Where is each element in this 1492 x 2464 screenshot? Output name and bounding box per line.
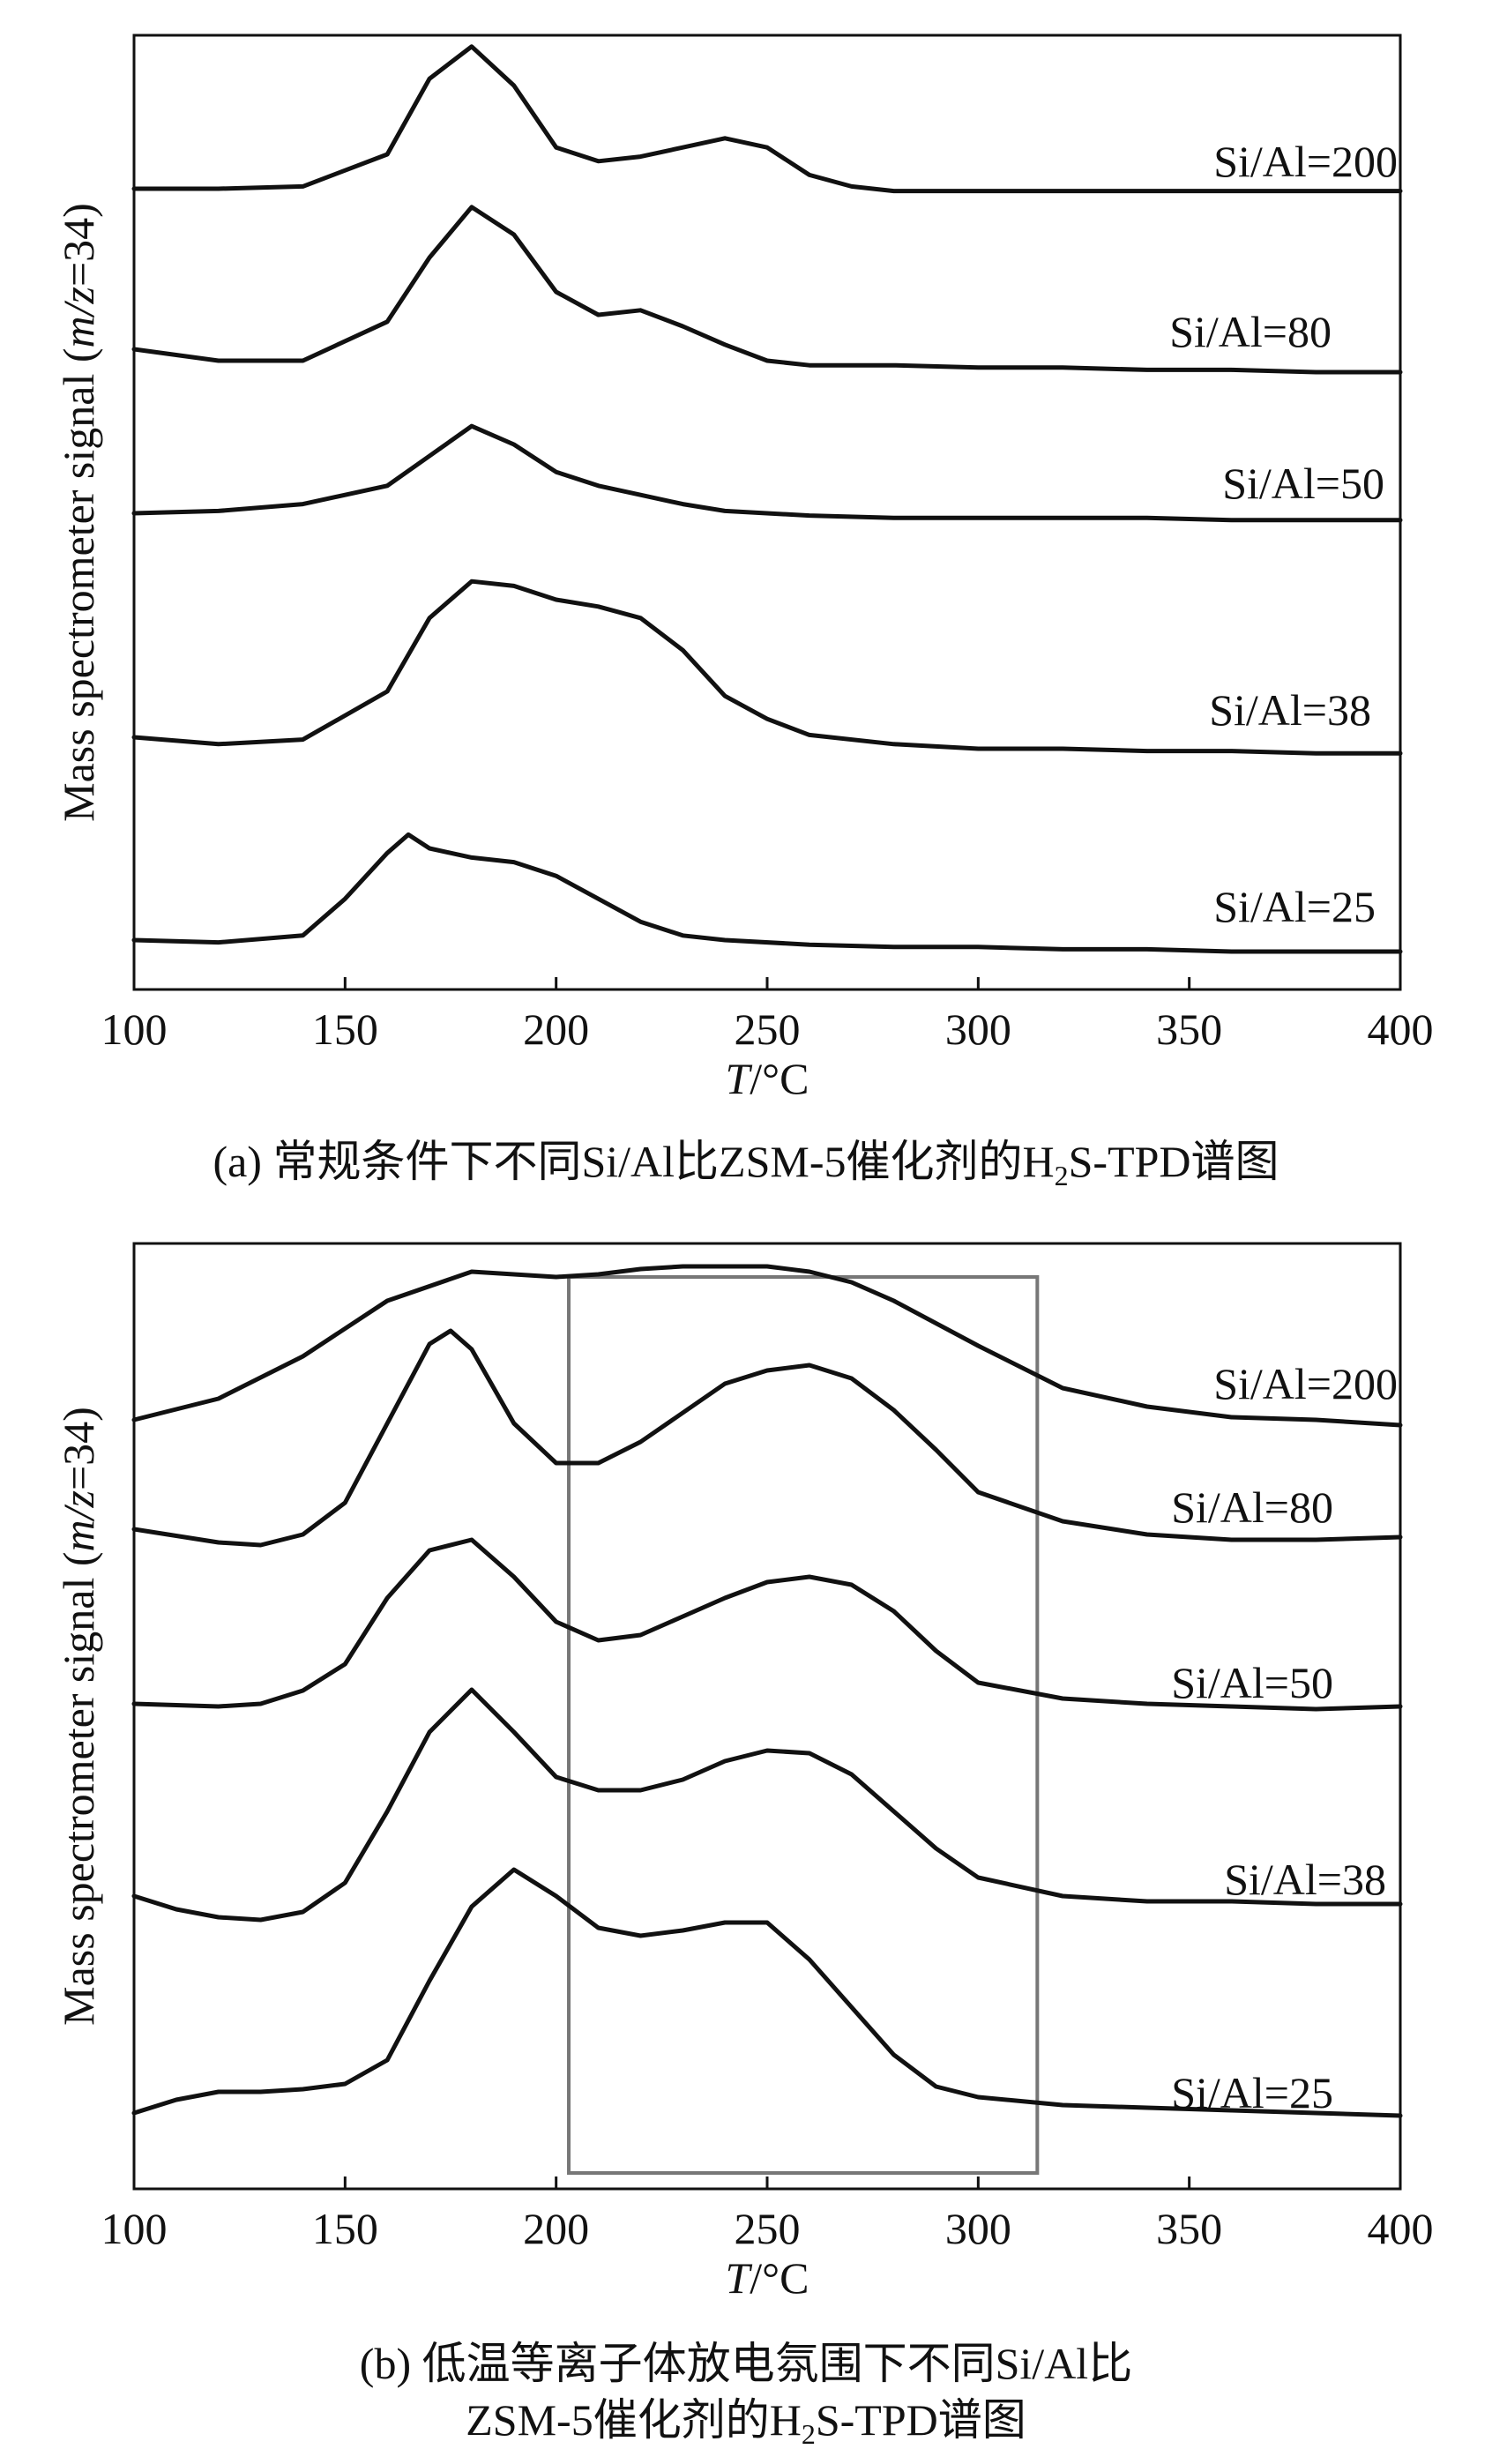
plot-frame	[132, 1242, 1402, 2191]
caption-a: (a) 常规条件下不同Si/Al比ZSM-5催化剂的H2S-TPD谱图	[0, 1133, 1492, 1190]
x-tick-label: 300	[945, 2204, 1011, 2253]
caption-a-prefix: (a) 常规条件下不同Si/Al比ZSM-5催化剂的H	[213, 1137, 1055, 1186]
x-tick-label: 200	[523, 1004, 589, 1054]
series-line	[131, 1687, 1403, 1923]
series-line	[131, 44, 1403, 194]
x-tick-label: 100	[101, 1004, 168, 1054]
series-label: Si/Al=80	[1169, 307, 1332, 356]
x-tick-label: 250	[735, 2204, 801, 2253]
caption-b-sub: 2	[801, 2418, 816, 2450]
chart-panel-b: 100 150 200 250 300 350 400 T/°C Mass spectromet…	[0, 1226, 1492, 2464]
series-line	[131, 1867, 1403, 2118]
x-tick-label: 200	[523, 2204, 589, 2253]
series-label: Si/Al=80	[1171, 1482, 1333, 1532]
caption-b-line2: ZSM-5催化剂的H2S-TPD谱图	[0, 2392, 1492, 2448]
x-tick-label: 300	[945, 1004, 1011, 1054]
x-tick-label: 100	[101, 2204, 168, 2253]
x-tick-label: 150	[312, 1004, 378, 1054]
series-label: Si/Al=25	[1213, 882, 1376, 931]
x-axis-label: T/°C	[725, 1054, 809, 1103]
series-label: Si/Al=38	[1209, 685, 1371, 735]
x-tick-label: 400	[1368, 1004, 1434, 1054]
caption-b-line1: (b) 低温等离子体放电氛围下不同Si/Al比	[359, 2339, 1133, 2388]
x-tick-label: 150	[312, 2204, 378, 2253]
series-label: Si/Al=38	[1224, 1855, 1386, 1904]
series-line	[131, 1328, 1403, 1548]
series-line	[131, 832, 1403, 954]
series-label: Si/Al=200	[1213, 1359, 1398, 1408]
series-label: Si/Al=25	[1171, 2068, 1333, 2117]
caption-a-suffix: S-TPD谱图	[1068, 1137, 1279, 1186]
series-line	[131, 1537, 1403, 1712]
chart-b-svg: 100 150 200 250 300 350 400 T/°C Mass spectromet…	[54, 1242, 1434, 2303]
caption-b-line2-prefix: ZSM-5催化剂的H	[466, 2395, 802, 2445]
series-line	[131, 579, 1403, 756]
y-axis-label: Mass spectrometer signal (m/z=34)	[54, 203, 103, 822]
series-line	[131, 205, 1403, 375]
series-label: Si/Al=50	[1171, 1658, 1333, 1707]
series-line	[131, 423, 1403, 523]
caption-a-sub: 2	[1054, 1160, 1069, 1191]
x-axis-label: T/°C	[725, 2253, 809, 2303]
x-tick-label: 350	[1156, 2204, 1222, 2253]
y-axis-label: Mass spectrometer signal (m/z=34)	[54, 1407, 103, 2026]
chart-a-svg: 100 150 200 250 300 350 400 T/°C Mass spectromet…	[54, 34, 1434, 1103]
x-tick-label: 400	[1368, 2204, 1434, 2253]
caption-b: (b) 低温等离子体放电氛围下不同Si/Al比 ZSM-5催化剂的H2S-TPD…	[0, 2335, 1492, 2448]
x-tick-label: 250	[735, 1004, 801, 1054]
series-line	[131, 1264, 1403, 1428]
series-label: Si/Al=50	[1222, 459, 1384, 508]
caption-b-line2-suffix: S-TPD谱图	[815, 2395, 1026, 2445]
series-label: Si/Al=200	[1213, 137, 1398, 186]
highlight-box	[567, 1275, 1040, 2175]
x-tick-label: 350	[1156, 1004, 1222, 1054]
chart-panel-a: 100 150 200 250 300 350 400 T/°C Mass spectromet…	[0, 0, 1492, 1217]
